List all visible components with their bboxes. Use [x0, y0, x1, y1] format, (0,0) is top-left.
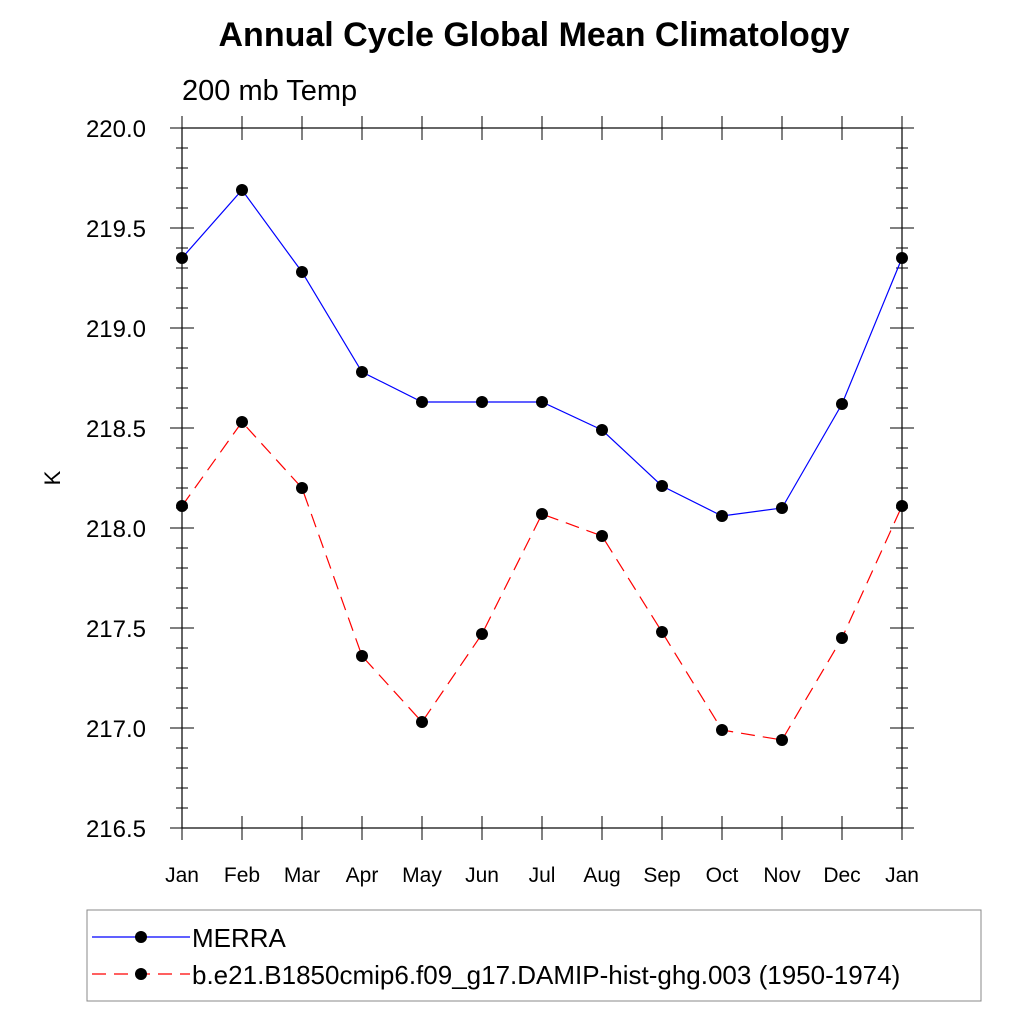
- data-point: [596, 530, 608, 542]
- legend-marker-swatch: [135, 968, 147, 980]
- data-point: [176, 500, 188, 512]
- y-tick-label: 218.5: [86, 416, 146, 443]
- x-tick-label: Jan: [885, 864, 919, 887]
- chart-title: Annual Cycle Global Mean Climatology: [219, 16, 850, 54]
- x-tick-label: Sep: [643, 864, 680, 887]
- legend-item-1: MERRA: [92, 923, 287, 953]
- legend-marker-swatch: [135, 931, 147, 943]
- legend: MERRA b.e21.B1850cmip6.f09_g17.DAMIP-hist…: [86, 909, 982, 1002]
- data-point: [356, 650, 368, 662]
- y-tick-label: 217.5: [86, 616, 146, 643]
- axes: 216.5 217.0 217.5 218.0 218.5 219.0 219.5 220.0…: [86, 116, 919, 887]
- legend-label: b.e21.B1850cmip6.f09_g17.DAMIP-hist-ghg.…: [192, 960, 900, 990]
- y-tick-label: 217.0: [86, 716, 146, 743]
- legend-label: MERRA: [192, 923, 287, 953]
- series-group: [176, 184, 908, 746]
- x-tick-label: Mar: [284, 864, 320, 887]
- data-point: [896, 252, 908, 264]
- series-2: [176, 416, 908, 746]
- x-tick-label: Apr: [346, 864, 379, 887]
- data-point: [356, 366, 368, 378]
- data-point: [596, 424, 608, 436]
- data-point: [536, 396, 548, 408]
- y-tick-label: 216.5: [86, 816, 146, 843]
- data-point: [776, 734, 788, 746]
- data-point: [416, 396, 428, 408]
- chart-subtitle: 200 mb Temp: [182, 75, 357, 107]
- x-tick-label: Nov: [763, 864, 801, 887]
- data-point: [476, 396, 488, 408]
- x-tick-label: Feb: [224, 864, 260, 887]
- y-axis-label: K: [40, 470, 65, 485]
- data-point: [896, 500, 908, 512]
- data-point: [836, 632, 848, 644]
- y-tick-label: 218.0: [86, 516, 146, 543]
- data-point: [416, 716, 428, 728]
- y-tick-label: 219.5: [86, 216, 146, 243]
- data-point: [236, 184, 248, 196]
- series-line: [181, 189, 903, 517]
- data-point: [656, 626, 668, 638]
- data-point: [656, 480, 668, 492]
- legend-box: [86, 909, 982, 1002]
- data-point: [776, 502, 788, 514]
- x-tick-label: Jun: [465, 864, 499, 887]
- data-point: [836, 398, 848, 410]
- series-line: [181, 421, 903, 741]
- data-point: [176, 252, 188, 264]
- x-tick-label: Dec: [823, 864, 860, 887]
- data-point: [716, 724, 728, 736]
- data-point: [236, 416, 248, 428]
- x-tick-label: Jan: [165, 864, 199, 887]
- legend-entries: MERRA b.e21.B1850cmip6.f09_g17.DAMIP-hist…: [92, 923, 900, 990]
- data-point: [536, 508, 548, 520]
- plot-frame: [181, 127, 903, 829]
- legend-item-2: b.e21.B1850cmip6.f09_g17.DAMIP-hist-ghg.…: [92, 960, 900, 990]
- x-tick-label: Aug: [583, 864, 620, 887]
- x-tick-label: Oct: [706, 864, 739, 887]
- data-point: [716, 510, 728, 522]
- data-point: [296, 266, 308, 278]
- data-point: [476, 628, 488, 640]
- x-tick-label: May: [402, 864, 442, 887]
- x-tick-label: Jul: [529, 864, 556, 887]
- series-1: [176, 184, 908, 522]
- data-point: [296, 482, 308, 494]
- y-tick-label: 220.0: [86, 116, 146, 143]
- y-tick-label: 219.0: [86, 316, 146, 343]
